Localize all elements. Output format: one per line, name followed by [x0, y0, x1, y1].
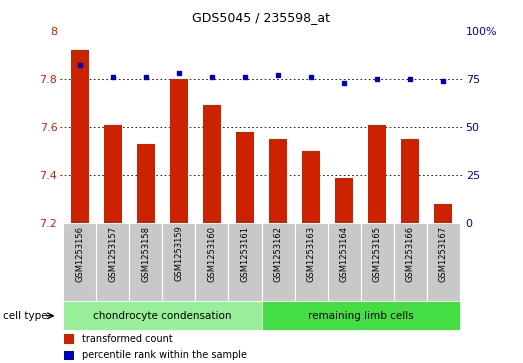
Bar — [63, 223, 96, 301]
Text: transformed count: transformed count — [82, 334, 173, 344]
Bar — [302, 151, 320, 223]
Bar — [64, 334, 74, 344]
Bar — [71, 50, 89, 223]
Bar — [427, 223, 460, 301]
Text: GSM1253162: GSM1253162 — [274, 225, 282, 282]
Bar — [434, 204, 452, 223]
Text: GDS5045 / 235598_at: GDS5045 / 235598_at — [192, 11, 331, 24]
Bar — [393, 223, 427, 301]
Text: GSM1253163: GSM1253163 — [306, 225, 315, 282]
Bar — [269, 139, 287, 223]
Bar — [360, 223, 393, 301]
Text: percentile rank within the sample: percentile rank within the sample — [82, 351, 247, 360]
Text: GSM1253164: GSM1253164 — [339, 225, 348, 282]
Bar — [368, 125, 386, 223]
Text: GSM1253167: GSM1253167 — [439, 225, 448, 282]
Bar — [104, 125, 122, 223]
Bar — [130, 223, 163, 301]
Text: GSM1253157: GSM1253157 — [108, 225, 118, 282]
Text: chondrocyte condensation: chondrocyte condensation — [93, 311, 232, 321]
Bar — [163, 223, 196, 301]
Bar — [203, 105, 221, 223]
Bar — [401, 139, 419, 223]
Text: remaining limb cells: remaining limb cells — [308, 311, 413, 321]
Bar — [294, 223, 327, 301]
Text: GSM1253160: GSM1253160 — [208, 225, 217, 282]
Bar — [327, 223, 360, 301]
Bar — [137, 144, 155, 223]
Bar — [229, 223, 262, 301]
Bar — [262, 301, 460, 330]
Bar — [196, 223, 229, 301]
Text: GSM1253156: GSM1253156 — [75, 225, 84, 282]
Text: GSM1253161: GSM1253161 — [241, 225, 249, 282]
Bar — [335, 178, 353, 223]
Bar — [170, 79, 188, 223]
Bar — [64, 351, 74, 360]
Bar — [96, 223, 130, 301]
Bar — [262, 223, 294, 301]
Text: cell type: cell type — [3, 311, 47, 321]
Text: GSM1253165: GSM1253165 — [372, 225, 382, 282]
Bar — [63, 301, 262, 330]
Text: GSM1253166: GSM1253166 — [405, 225, 415, 282]
Text: GSM1253159: GSM1253159 — [175, 225, 184, 281]
Text: GSM1253158: GSM1253158 — [141, 225, 151, 282]
Bar — [236, 132, 254, 223]
